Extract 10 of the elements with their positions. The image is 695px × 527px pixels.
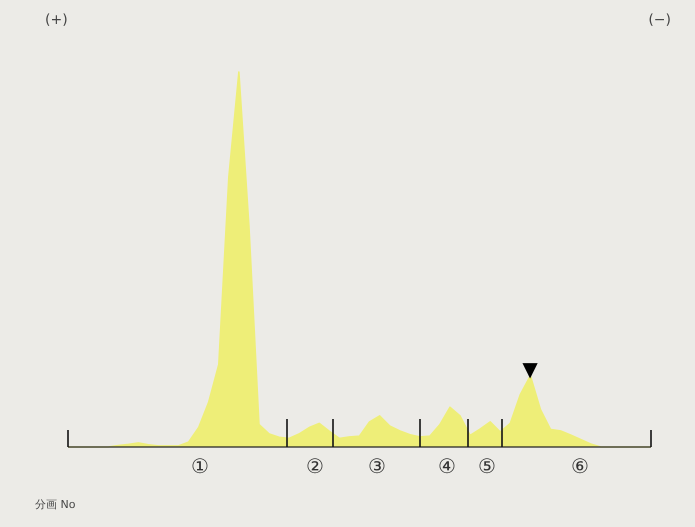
text: (+) bbox=[45, 12, 68, 28]
text: ② bbox=[306, 454, 324, 478]
text: 分画 No bbox=[35, 498, 76, 511]
text: (−) bbox=[648, 12, 671, 28]
text: ③ bbox=[368, 454, 386, 478]
text: ④ bbox=[438, 454, 456, 478]
text: ① bbox=[191, 454, 209, 478]
text: ⑤ bbox=[478, 454, 496, 478]
text: ⑥ bbox=[571, 454, 589, 478]
annotation: ▼ bbox=[522, 357, 538, 381]
